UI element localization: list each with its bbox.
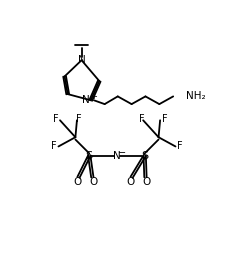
Text: O: O xyxy=(74,177,82,187)
Text: F: F xyxy=(162,114,168,124)
Text: N: N xyxy=(78,55,85,65)
Text: −: − xyxy=(117,148,126,158)
Text: F: F xyxy=(51,141,57,151)
Text: F: F xyxy=(139,114,144,124)
Text: O: O xyxy=(89,177,97,187)
Text: O: O xyxy=(142,177,150,187)
Text: F: F xyxy=(177,141,183,151)
Text: NH₂: NH₂ xyxy=(185,91,205,101)
Text: +: + xyxy=(90,92,97,101)
Text: S: S xyxy=(141,151,148,161)
Text: N: N xyxy=(113,151,121,161)
Text: O: O xyxy=(127,177,135,187)
Text: F: F xyxy=(53,114,58,124)
Text: F: F xyxy=(76,114,81,124)
Text: S: S xyxy=(86,151,93,161)
Text: N: N xyxy=(82,95,90,105)
